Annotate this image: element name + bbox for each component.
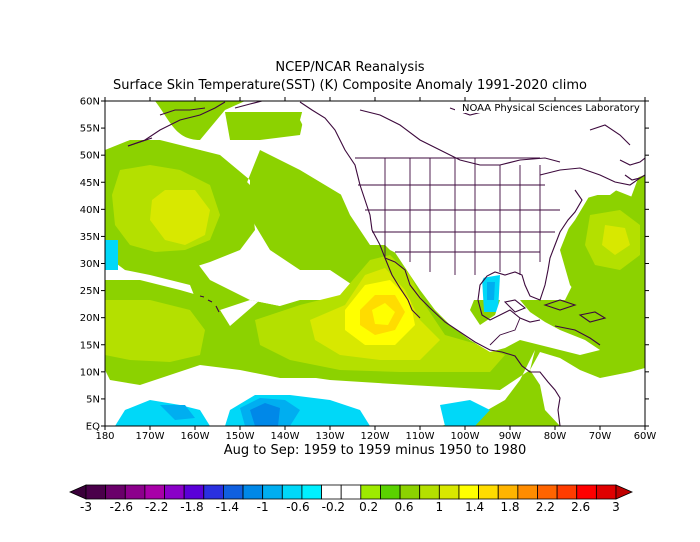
- colorbar-label: -0.6: [286, 500, 309, 514]
- colorbar-swatch: [203, 484, 224, 500]
- colorbar-label: -0.2: [322, 500, 345, 514]
- lat-label: EQ: [86, 422, 100, 433]
- lat-label: 45N: [80, 178, 100, 189]
- lat-label: 40N: [80, 205, 100, 216]
- colorbar-swatch: [419, 484, 440, 500]
- colorbar-swatch: [517, 484, 538, 500]
- colorbar-min-arrow: [69, 484, 87, 500]
- colorbar-max-arrow: [615, 484, 633, 500]
- title-line-1: NCEP/NCAR Reanalysis: [275, 60, 425, 75]
- lat-label: 25N: [80, 286, 100, 297]
- colorbar-swatch: [144, 484, 165, 500]
- lat-label: 35N: [80, 232, 100, 243]
- lon-label: 110W: [406, 431, 435, 442]
- colorbar-label: 0.2: [359, 500, 378, 514]
- colorbar-swatch: [124, 484, 146, 500]
- lon-label: 160W: [181, 431, 210, 442]
- colorbar-swatch: [262, 484, 283, 500]
- colorbar-swatch: [281, 484, 303, 500]
- lon-label: 120W: [361, 431, 390, 442]
- state-borders: [355, 157, 560, 346]
- colorbar: -3 -2.6 -2.2 -1.8 -1.4 -1 -0.6 -0.2 0.2 0.6 1 1.4 1.…: [69, 484, 633, 514]
- longitude-axis: 180 170W 160W 150W 140W 130W 120W 110W 100W 90W 80…: [95, 97, 656, 442]
- lon-label: 60W: [634, 431, 657, 442]
- colorbar-swatch: [595, 484, 617, 500]
- colorbar-label: 2.2: [536, 500, 555, 514]
- colorbar-label: -2.2: [145, 500, 168, 514]
- colorbar-swatch: [340, 484, 362, 500]
- lon-label: 150W: [226, 431, 255, 442]
- colorbar-label: -1.8: [180, 500, 203, 514]
- latitude-axis: 60N 55N 50N 45N 40N 35N 30N 25N 20N 15N 10N 5N EQ: [80, 97, 649, 433]
- colorbar-swatch: [399, 484, 421, 500]
- colorbar-swatch: [183, 484, 205, 500]
- lon-label: 170W: [136, 431, 165, 442]
- colorbar-swatch: [321, 484, 342, 500]
- colorbar-swatch: [360, 484, 381, 500]
- colorbar-swatch: [556, 484, 578, 500]
- coastlines: [127, 101, 645, 426]
- colorbar-label: 3: [612, 500, 620, 514]
- colorbar-swatch: [301, 484, 322, 500]
- credit-background: [455, 101, 645, 113]
- colorbar-label: 1: [436, 500, 444, 514]
- colorbar-swatch: [537, 484, 558, 500]
- colorbar-label: -1.4: [216, 500, 239, 514]
- colorbar-label: -3: [80, 500, 92, 514]
- lon-label: 80W: [544, 431, 567, 442]
- credit-label: NOAA Physical Sciences Laboratory: [462, 103, 640, 114]
- colorbar-swatch: [164, 484, 185, 500]
- lon-label: 130W: [316, 431, 345, 442]
- lat-label: 60N: [80, 97, 100, 108]
- colorbar-swatch: [85, 484, 107, 500]
- colorbar-swatch: [458, 484, 479, 500]
- lat-label: 55N: [80, 124, 100, 135]
- colorbar-swatch: [497, 484, 519, 500]
- anomaly-field: [105, 101, 645, 426]
- title-line-2: Surface Skin Temperature(SST) (K) Compos…: [113, 78, 587, 93]
- lon-label: 70W: [589, 431, 612, 442]
- colorbar-label: 0.6: [394, 500, 413, 514]
- colorbar-swatch: [576, 484, 597, 500]
- colorbar-swatch: [223, 484, 244, 500]
- lat-label: 10N: [80, 367, 100, 378]
- colorbar-label: 1.4: [465, 500, 484, 514]
- lon-label: 180: [95, 431, 114, 442]
- colorbar-label: -1: [257, 500, 269, 514]
- lat-label: 5N: [86, 394, 100, 405]
- colorbar-swatch: [380, 484, 401, 500]
- colorbar-swatch: [105, 484, 126, 500]
- colorbar-label: 1.8: [500, 500, 519, 514]
- lat-label: 50N: [80, 151, 100, 162]
- lat-label: 30N: [80, 259, 100, 270]
- lon-label: 90W: [499, 431, 522, 442]
- colorbar-swatch: [242, 484, 264, 500]
- lat-label: 15N: [80, 340, 100, 351]
- subtitle: Aug to Sep: 1959 to 1959 minus 1950 to 1…: [223, 443, 527, 458]
- colorbar-swatch: [478, 484, 499, 500]
- lon-label: 140W: [271, 431, 300, 442]
- colorbar-label: 2.6: [571, 500, 590, 514]
- colorbar-label: -2.6: [110, 500, 133, 514]
- lat-label: 20N: [80, 313, 100, 324]
- lon-label: 100W: [451, 431, 480, 442]
- colorbar-swatch: [438, 484, 460, 500]
